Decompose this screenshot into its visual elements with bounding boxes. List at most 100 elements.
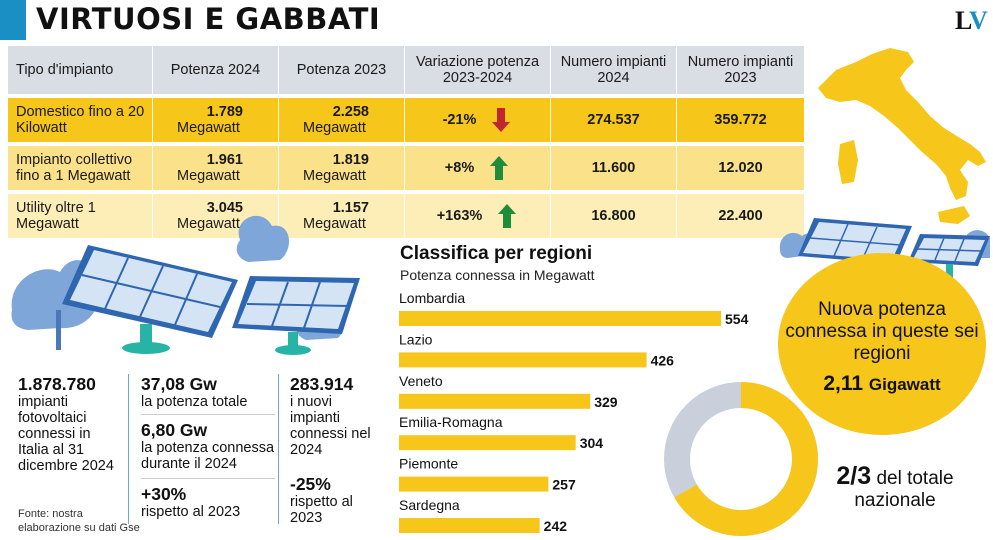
stat-potenza-connessa-text: la potenza connessa durante il 2024 [141,440,275,472]
bar [399,393,591,409]
stat-potenza-var-value: +30% [141,484,187,504]
bar [399,476,549,492]
row-tipo: Impianto collettivo fino a 1 Megawatt [16,152,133,184]
bar-value-label: 257 [552,477,576,493]
variazione-value: -21% [442,112,477,128]
stat-nuovi-variazione: -25% rispetto al 2023 [290,474,374,526]
fraction-value: 2/3 [836,462,872,490]
bar-category-label: Lazio [399,331,433,347]
unit: Megawatt [303,168,366,184]
table-row: Utility oltre 1 Megawatt 3.045 Megawatt 1… [8,194,804,238]
variazione-value: +8% [444,160,475,176]
unit: Megawatt [303,120,366,136]
bar-value-label: 242 [544,518,568,534]
value: 1.157 [332,200,369,216]
stat-potenza-variazione: +30% rispetto al 2023 [141,484,271,520]
row-numero-2024: 274.537 [550,98,676,142]
chart-subtitle: Potenza connessa in Megawatt [400,267,595,283]
unit: Megawatt [303,216,366,232]
value: 3.045 [206,200,243,216]
bar [399,352,647,368]
callout-circle [778,253,986,435]
stat-potenza-connessa: 6,80 Gw la potenza connessa durante il 2… [141,420,281,472]
title-accent-bar [0,0,26,40]
stat-potenza-connessa-value: 6,80 Gw [141,420,208,440]
divider [141,478,275,479]
fraction-label: del totale nazionale [854,468,954,511]
stat-potenza-var-text: rispetto al 2023 [141,504,241,520]
publisher-logo: LV [955,6,988,36]
row-numero-2024: 11.600 [550,146,676,190]
divider [141,414,275,415]
row-potenza-2024: 1.961 Megawatt [152,146,278,190]
row-potenza-2023: 2.258 Megawatt [278,98,404,142]
header-potenza-2023: Potenza 2023 [278,46,404,94]
italy-map-illustration [818,48,986,224]
bar [399,518,540,533]
bar-value-label: 426 [651,352,675,368]
callout-text: Nuova potenza connessa in queste sei reg… [785,299,979,364]
source-note: Fonte: nostra elaborazione su dati Gse [18,508,140,534]
value: 1.819 [332,152,369,168]
row-tipo: Utility oltre 1 Megawatt [16,200,96,232]
row-numero-2023: 359.772 [676,98,804,142]
stat-nuovi-value: 283.914 [290,374,354,394]
row-tipo: Domestico fino a 20 Kilowatt [16,104,145,136]
row-numero-2023: 12.020 [676,146,804,190]
stat-nuovi-var-value: -25% [290,474,331,494]
solar-panels-illustration [11,215,360,355]
bar-category-label: Sardegna [399,497,460,513]
logo-letter-l: L [955,6,970,35]
callout-value-number: 2,11 [823,372,864,395]
stat-potenza-totale: 37,08 Gw la potenza totale [141,374,271,410]
bar-value-label: 304 [580,435,604,451]
variazione-value: +163% [436,208,483,224]
chart-title: Classifica per regioni [400,243,593,264]
unit: Megawatt [177,216,240,232]
row-potenza-2024: 3.045 Megawatt [152,194,278,238]
table-header-row: Tipo d'impianto Potenza 2024 Potenza 202… [8,46,804,94]
bar-category-label: Piemonte [399,456,458,472]
divider [278,374,279,524]
row-variazione: -21% [404,98,550,142]
callout-value: 2,11 Gigawatt [778,372,986,396]
divider [128,374,129,524]
stat-impianti-value: 1.878.780 [18,374,96,394]
row-potenza-2023: 1.157 Megawatt [278,194,404,238]
share-donut-chart [664,382,818,536]
bar-category-label: Emilia-Romagna [399,414,503,430]
header-potenza-2024: Potenza 2024 [152,46,278,94]
value: 1.789 [206,104,243,120]
stat-impianti: 1.878.780 impianti fotovoltaici connessi… [18,374,124,474]
stat-potenza-totale-value: 37,08 Gw [141,374,217,394]
stat-potenza-totale-text: la potenza totale [141,394,248,410]
table-row: Domestico fino a 20 Kilowatt 1.789 Megawa… [8,98,804,142]
bar-value-label: 329 [594,394,618,410]
stat-nuovi-text: i nuovi impianti connessi nel 2024 [290,394,371,458]
header-numero-2023: Numero impianti 2023 [676,46,804,94]
bar-category-label: Veneto [399,373,443,389]
row-numero-2023: 22.400 [676,194,804,238]
row-numero-2024: 16.800 [550,194,676,238]
row-potenza-2023: 1.819 Megawatt [278,146,404,190]
table-row: Impianto collettivo fino a 1 Megawatt 1.… [8,146,804,190]
logo-letter-v: V [968,6,988,35]
bar [399,311,721,326]
bar-value-label: 554 [725,311,749,327]
solar-panels-illustration-right [779,218,990,278]
fraction-text: 2/3 del totale nazionale [800,462,990,512]
stat-nuovi-impianti: 283.914 i nuovi impianti connessi nel 20… [290,374,374,458]
value: 2.258 [332,104,369,120]
regions-bar-chart: Lombardia 554 Lazio 426 Veneto 329 Emilia-Roma… [399,290,749,534]
bar [399,435,576,451]
row-potenza-2024: 1.789 Megawatt [152,98,278,142]
header-numero-2024: Numero impianti 2024 [550,46,676,94]
callout-value-unit: Gigawatt [868,375,941,394]
header-tipo: Tipo d'impianto [16,62,114,78]
arrow-up-icon [490,156,509,180]
value: 1.961 [206,152,243,168]
arrow-down-icon [492,108,511,132]
donut-share-slice [674,382,818,536]
arrow-up-icon [498,204,517,228]
row-variazione: +163% [404,194,550,238]
